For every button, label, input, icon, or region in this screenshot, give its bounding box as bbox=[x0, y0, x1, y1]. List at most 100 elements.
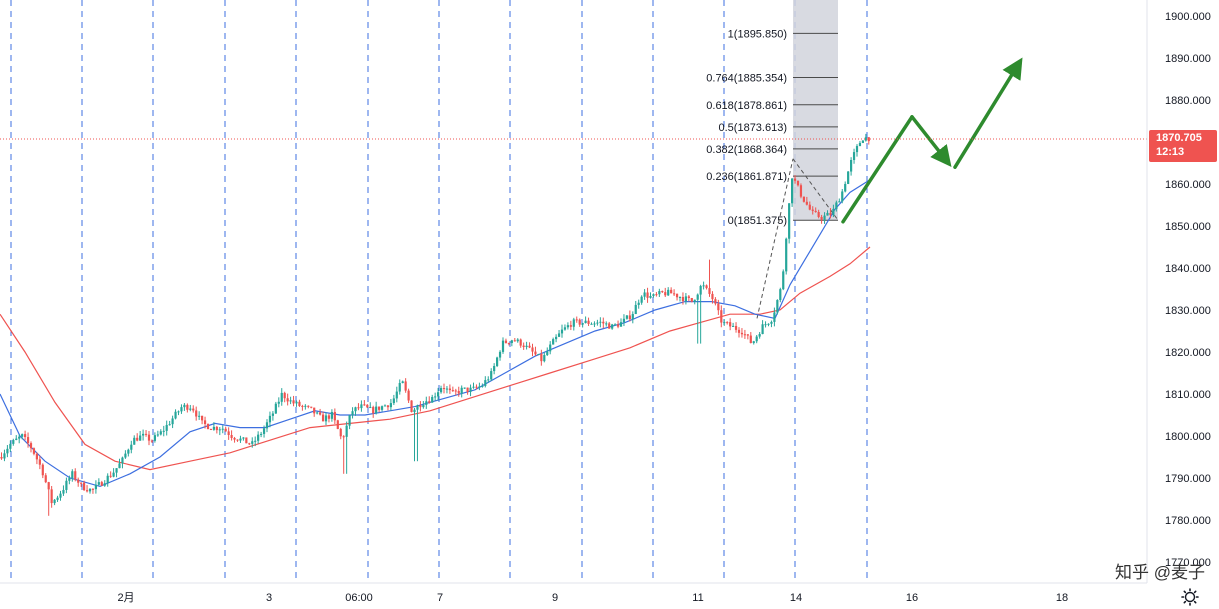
candle-body-190 bbox=[560, 329, 564, 334]
candle-body-22 bbox=[65, 480, 68, 490]
candle-body-193 bbox=[569, 325, 572, 327]
candle-body-52 bbox=[153, 435, 156, 441]
candle-body-141 bbox=[416, 405, 419, 410]
candle-body-146 bbox=[431, 396, 434, 403]
candle-body-195 bbox=[575, 319, 578, 321]
candle-body-199 bbox=[587, 320, 590, 324]
candle-body-167 bbox=[493, 366, 496, 372]
candle-body-111 bbox=[327, 415, 331, 419]
candle-body-102 bbox=[301, 405, 304, 407]
candle-body-251 bbox=[740, 332, 744, 335]
candle-body-65 bbox=[192, 408, 195, 411]
current-price-value: 1870.705 bbox=[1156, 132, 1202, 144]
candle-body-242 bbox=[714, 299, 717, 304]
candle-body-115 bbox=[339, 428, 342, 437]
candle-body-33 bbox=[97, 482, 100, 485]
candle-body-245 bbox=[723, 322, 726, 324]
y-tick-label-9: 1860.000 bbox=[1165, 179, 1211, 191]
candle-body-55 bbox=[162, 430, 165, 432]
time-axis[interactable] bbox=[0, 583, 1219, 609]
candle-body-31 bbox=[91, 488, 95, 490]
candle-body-241 bbox=[711, 293, 714, 300]
candle-body-262 bbox=[773, 312, 776, 322]
candle-body-131 bbox=[386, 405, 390, 408]
candle-body-5 bbox=[15, 438, 18, 440]
candle-body-134 bbox=[395, 391, 398, 399]
candle-body-290 bbox=[855, 146, 859, 153]
candle-body-228 bbox=[673, 293, 676, 295]
candle-body-211 bbox=[622, 318, 626, 323]
candle-body-294 bbox=[867, 137, 870, 142]
candle-body-60 bbox=[177, 411, 180, 413]
candle-body-30 bbox=[88, 488, 92, 492]
candle-body-236 bbox=[696, 294, 699, 300]
candle-body-36 bbox=[106, 475, 109, 484]
candle-body-256 bbox=[755, 336, 758, 342]
candle-body-69 bbox=[203, 420, 207, 425]
candle-body-206 bbox=[608, 323, 611, 329]
candle-body-124 bbox=[366, 404, 369, 408]
candle-body-157 bbox=[463, 387, 466, 389]
candle-body-253 bbox=[746, 334, 749, 336]
x-tick-label-2: 06:00 bbox=[345, 592, 373, 604]
candle-body-8 bbox=[24, 434, 27, 438]
candle-body-81 bbox=[239, 438, 242, 441]
candle-body-57 bbox=[168, 424, 171, 426]
candle-body-39 bbox=[115, 468, 118, 473]
candle-body-35 bbox=[103, 483, 106, 486]
candle-body-15 bbox=[44, 475, 47, 483]
candle-body-83 bbox=[245, 437, 248, 444]
candle-body-180 bbox=[531, 347, 534, 352]
candle-body-243 bbox=[717, 303, 720, 311]
candle-body-183 bbox=[540, 354, 543, 362]
settings-gear-icon[interactable] bbox=[1181, 588, 1199, 606]
candle-body-178 bbox=[525, 345, 528, 348]
candle-body-63 bbox=[186, 404, 189, 410]
candle-body-77 bbox=[227, 431, 230, 435]
candle-body-207 bbox=[611, 324, 614, 329]
candle-body-40 bbox=[118, 463, 121, 469]
candle-body-194 bbox=[572, 319, 575, 327]
candle-body-122 bbox=[360, 404, 363, 409]
candle-body-221 bbox=[652, 294, 655, 296]
candle-body-230 bbox=[678, 296, 682, 298]
candle-body-152 bbox=[448, 388, 451, 391]
candle-body-273 bbox=[805, 201, 808, 205]
candle-body-9 bbox=[26, 437, 30, 444]
candle-body-196 bbox=[578, 319, 581, 325]
candle-body-258 bbox=[761, 324, 764, 335]
candle-body-100 bbox=[295, 401, 298, 404]
y-tick-label-7: 1840.000 bbox=[1165, 263, 1211, 275]
candle-body-61 bbox=[180, 407, 183, 412]
candle-body-189 bbox=[557, 333, 561, 337]
candle-body-99 bbox=[292, 400, 295, 404]
candle-body-164 bbox=[484, 380, 487, 386]
candle-body-119 bbox=[351, 411, 354, 416]
candle-body-162 bbox=[478, 386, 481, 388]
candle-body-208 bbox=[614, 324, 617, 326]
price-axis[interactable] bbox=[1147, 0, 1219, 609]
candle-body-143 bbox=[422, 404, 425, 408]
candle-body-233 bbox=[687, 296, 690, 298]
y-tick-label-0: 1770.000 bbox=[1165, 557, 1211, 569]
fib-level-label-1: 0.236(1861.871) bbox=[706, 171, 787, 183]
candle-body-186 bbox=[549, 344, 552, 352]
candle-body-87 bbox=[257, 434, 260, 441]
candle-body-127 bbox=[375, 406, 378, 414]
candle-body-78 bbox=[230, 434, 233, 438]
candle-body-49 bbox=[144, 433, 148, 435]
candle-body-96 bbox=[283, 392, 286, 399]
candle-body-42 bbox=[124, 453, 127, 458]
candle-body-88 bbox=[260, 433, 263, 435]
x-tick-label-8: 18 bbox=[1056, 592, 1068, 604]
y-tick-label-2: 1790.000 bbox=[1165, 473, 1211, 485]
candle-body-94 bbox=[277, 401, 280, 404]
time-axis-ticks: 2月 3 06:00 7 9 11 14 16 18 bbox=[117, 592, 1068, 604]
candle-body-11 bbox=[32, 448, 36, 454]
candle-body-192 bbox=[566, 325, 569, 328]
candle-body-23 bbox=[68, 478, 71, 481]
candle-body-210 bbox=[619, 322, 623, 327]
candle-body-171 bbox=[504, 340, 508, 343]
bar-countdown: 12:13 bbox=[1156, 146, 1184, 158]
